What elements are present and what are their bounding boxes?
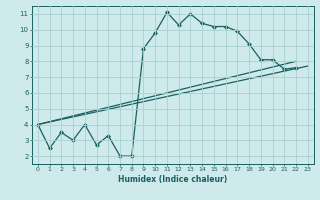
X-axis label: Humidex (Indice chaleur): Humidex (Indice chaleur) (118, 175, 228, 184)
